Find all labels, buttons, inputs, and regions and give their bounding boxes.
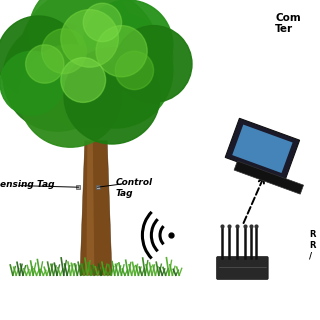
Polygon shape: [80, 141, 112, 275]
Circle shape: [61, 58, 106, 102]
Circle shape: [0, 16, 80, 99]
Text: ensing Tag: ensing Tag: [0, 180, 55, 189]
Circle shape: [42, 29, 86, 74]
Polygon shape: [234, 161, 303, 194]
Text: Control
Tag: Control Tag: [115, 178, 152, 198]
Circle shape: [83, 0, 173, 90]
Text: Com
Ter: Com Ter: [275, 13, 301, 35]
Circle shape: [96, 26, 147, 77]
Circle shape: [61, 10, 118, 67]
Circle shape: [99, 54, 157, 112]
Circle shape: [0, 51, 64, 115]
Circle shape: [115, 26, 192, 102]
Circle shape: [83, 3, 122, 42]
Circle shape: [115, 51, 154, 90]
Circle shape: [122, 32, 173, 83]
Circle shape: [38, 58, 102, 122]
FancyBboxPatch shape: [217, 257, 268, 279]
Circle shape: [64, 48, 160, 144]
Circle shape: [19, 45, 122, 147]
Circle shape: [3, 22, 112, 131]
Polygon shape: [86, 141, 94, 275]
Circle shape: [19, 0, 160, 128]
Circle shape: [58, 13, 173, 128]
Circle shape: [29, 0, 131, 83]
Polygon shape: [225, 118, 300, 179]
Circle shape: [26, 45, 64, 83]
Circle shape: [13, 51, 64, 102]
Polygon shape: [232, 124, 292, 173]
Text: R
R
/: R R /: [309, 230, 315, 260]
